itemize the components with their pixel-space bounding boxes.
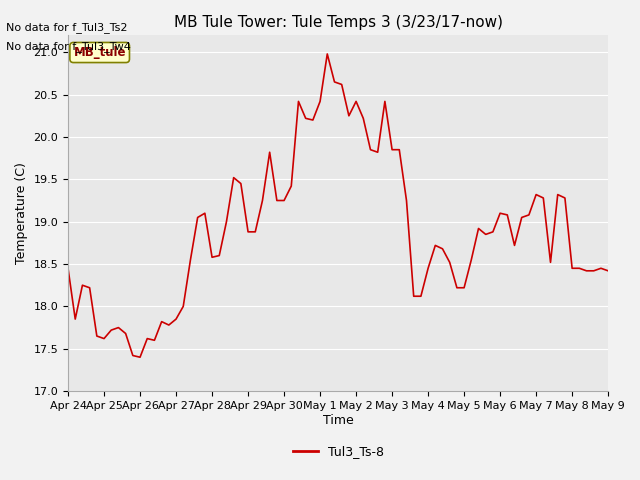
Legend: Tul3_Ts-8: Tul3_Ts-8 xyxy=(287,440,388,463)
Y-axis label: Temperature (C): Temperature (C) xyxy=(15,162,28,264)
Text: No data for f_Tul3_Tw4: No data for f_Tul3_Tw4 xyxy=(6,41,131,52)
X-axis label: Time: Time xyxy=(323,414,353,427)
Text: MB_tule: MB_tule xyxy=(74,46,126,59)
Title: MB Tule Tower: Tule Temps 3 (3/23/17-now): MB Tule Tower: Tule Temps 3 (3/23/17-now… xyxy=(173,15,502,30)
Text: No data for f_Tul3_Ts2: No data for f_Tul3_Ts2 xyxy=(6,22,128,33)
